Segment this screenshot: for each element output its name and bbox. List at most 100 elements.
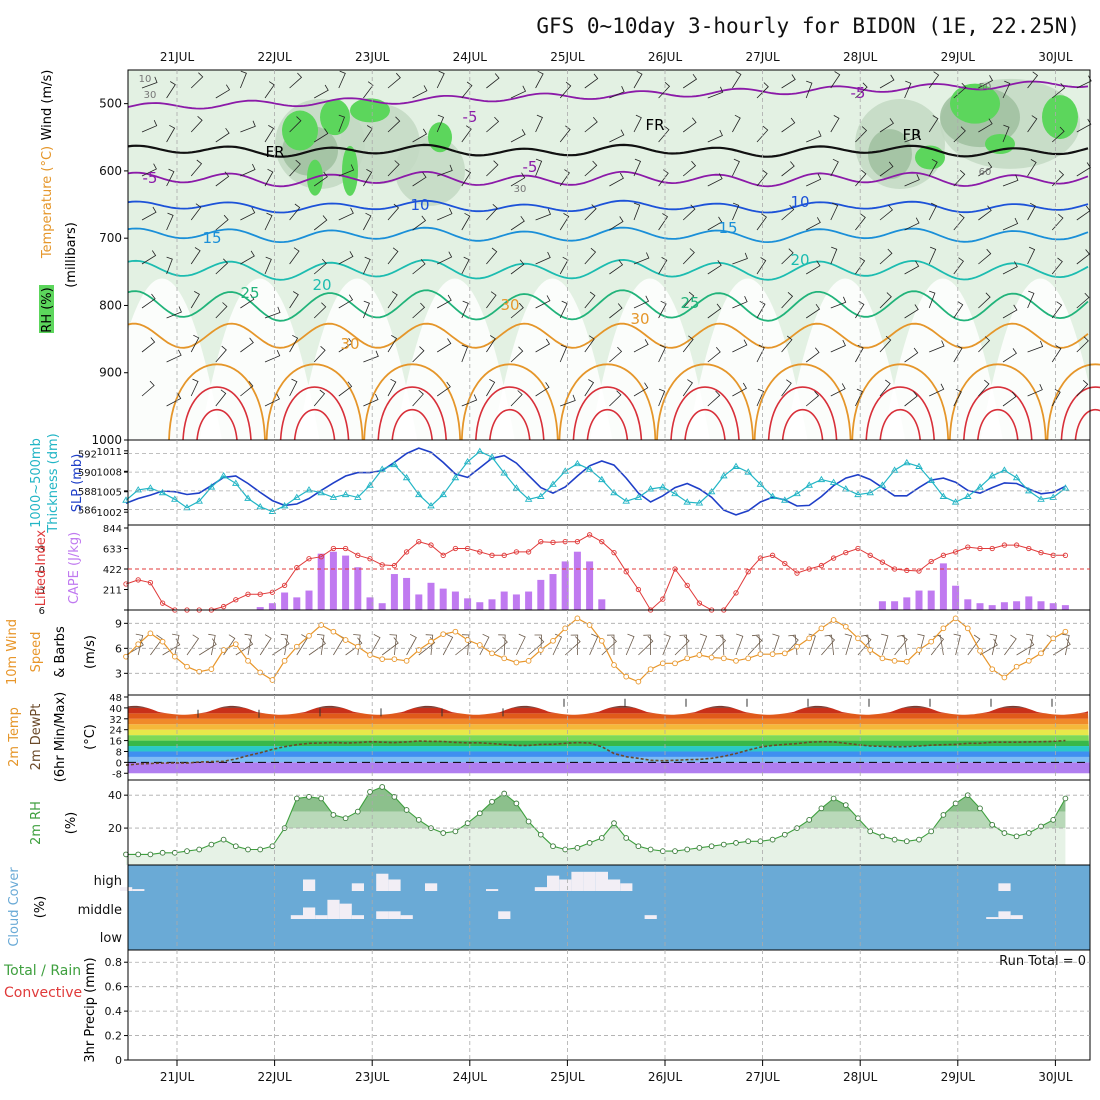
wind-barb: [412, 128, 428, 143]
wind-barb: [1051, 126, 1065, 143]
wind-speed-marker: [720, 655, 727, 662]
wind-barb: [682, 291, 695, 309]
wind-barb: [141, 120, 158, 133]
thickness-marker: [451, 473, 460, 481]
wind-barb-10m: [747, 635, 763, 656]
thickness-marker: [903, 458, 911, 466]
contour-label: 25: [680, 294, 699, 312]
isotherm-40-arch: [879, 409, 921, 441]
thickness-marker: [805, 481, 813, 488]
wind-barb: [830, 158, 839, 177]
lifted-index-marker: [940, 552, 947, 558]
date-label-bottom: 26JUL: [648, 1070, 683, 1084]
wind-speed-marker: [1013, 663, 1020, 670]
cape-bar: [1037, 601, 1045, 610]
wind-speed-marker: [354, 643, 361, 650]
y-tick-label: 9: [115, 617, 122, 630]
thickness-marker: [695, 499, 704, 506]
axis-label-temp: Temperature (°C): [40, 146, 55, 259]
wind-barb: [387, 160, 400, 177]
contour-label: 10: [410, 196, 429, 214]
wind-speed-marker: [684, 655, 691, 662]
wind-barb: [756, 344, 765, 363]
lifted-index-marker: [867, 552, 873, 558]
cloud-middle-bar: [498, 911, 511, 919]
wind-barb: [609, 346, 623, 363]
wind-speed-marker: [269, 677, 276, 683]
wind-barb-10m: [259, 634, 272, 656]
wind-barb: [633, 339, 649, 353]
wind-barb: [190, 334, 200, 353]
rh-marker: [220, 836, 227, 843]
thickness-marker: [134, 486, 142, 493]
wind-barb-10m: [699, 633, 708, 656]
axis-label-li: Lifted Index: [34, 529, 49, 606]
cloud-high-bar: [620, 883, 633, 891]
wind-barb: [584, 291, 596, 309]
wind-barb: [756, 257, 767, 275]
wind-speed-marker: [1025, 657, 1032, 664]
wind-barb: [338, 164, 355, 177]
wind-barb: [363, 212, 372, 231]
temp-bands: [128, 705, 1090, 774]
wind-barb: [928, 158, 938, 177]
thickness-marker: [305, 486, 313, 493]
wind-barb-10m: [345, 637, 363, 656]
wind-speed-marker: [696, 652, 703, 658]
isotherm-30-arch: [265, 363, 364, 441]
wind-speed-marker: [879, 655, 886, 662]
wind-barb: [1027, 71, 1039, 89]
rh-marker: [354, 808, 361, 815]
wind-barb: [141, 293, 156, 309]
wind-barb-10m: [172, 633, 180, 656]
lifted-index-marker: [269, 589, 276, 595]
wind-barb: [756, 388, 765, 407]
lifted-index-marker: [879, 559, 886, 565]
wind-barb: [1002, 348, 1017, 363]
lifted-index-marker: [245, 591, 251, 597]
cloud-high-bar: [351, 883, 364, 891]
wind-barb: [166, 212, 174, 231]
wind-barb: [1076, 336, 1089, 353]
rh-marker: [818, 805, 825, 812]
wind-barb: [879, 335, 892, 353]
y-tick-label: 1008: [97, 467, 122, 478]
lifted-index-marker: [696, 600, 703, 606]
wind-barb: [1027, 115, 1038, 133]
wind-barb: [166, 349, 182, 363]
rh-marker: [476, 810, 483, 817]
wind-barb: [166, 393, 182, 407]
wind-barb-10m: [967, 634, 981, 656]
wind-barb-10m: [564, 636, 581, 656]
rh-legend-swatch: [39, 285, 54, 333]
wind-barb: [535, 338, 551, 353]
wind-barb: [559, 125, 571, 143]
rh-marker: [452, 828, 459, 835]
cape-bar: [927, 590, 935, 610]
wind-barb: [387, 335, 398, 353]
wind-speed-marker: [903, 658, 910, 665]
rh-marker: [440, 830, 447, 836]
wind-barb: [609, 172, 624, 187]
cape-bar: [268, 603, 276, 610]
thickness-marker: [927, 476, 935, 484]
wind-barb: [978, 379, 990, 397]
contour-label: -5: [143, 169, 158, 187]
wind-barb: [387, 203, 400, 221]
wind-barb: [436, 114, 445, 133]
wind-barb: [633, 158, 642, 177]
wind-barb: [215, 345, 227, 363]
cape-bar: [476, 602, 484, 610]
date-label-top: 22JUL: [257, 50, 292, 64]
cloud-middle-bar: [644, 915, 657, 919]
contour-label: FR: [645, 116, 664, 134]
cloud-high-bar: [547, 875, 560, 891]
wind-speed-marker: [196, 668, 203, 675]
thickness-marker: [756, 480, 765, 487]
date-label-top: 30JUL: [1038, 50, 1073, 64]
isotherm-40-arch: [684, 409, 726, 441]
rh-dry-region: [785, 278, 906, 440]
wind-speed-marker: [659, 660, 666, 667]
rh-marker: [684, 846, 691, 853]
lifted-index-marker: [294, 564, 300, 571]
